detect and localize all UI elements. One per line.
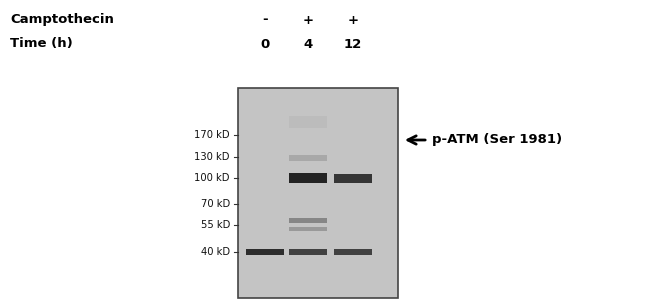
Text: p-ATM (Ser 1981): p-ATM (Ser 1981) [432,133,562,147]
Text: -: - [262,13,268,26]
Bar [289,227,327,231]
Bar [246,249,284,255]
Bar [289,173,327,183]
Text: Time (h): Time (h) [10,37,73,50]
Bar [238,88,398,298]
Bar [289,116,327,128]
Text: 40 kD: 40 kD [201,247,230,257]
Bar [289,217,327,223]
Text: 55 kD: 55 kD [201,220,230,230]
Text: 130 kD: 130 kD [194,152,230,162]
Text: 12: 12 [344,37,362,50]
Text: 170 kD: 170 kD [194,130,230,140]
Bar [289,249,327,255]
Text: 4: 4 [304,37,313,50]
Text: Camptothecin: Camptothecin [10,13,114,26]
Bar [289,155,327,161]
Text: +: + [348,13,359,26]
Text: 0: 0 [261,37,270,50]
Text: +: + [302,13,313,26]
Bar [334,249,372,255]
Bar [334,174,372,182]
Text: 100 kD: 100 kD [194,173,230,183]
Text: 70 kD: 70 kD [201,199,230,209]
